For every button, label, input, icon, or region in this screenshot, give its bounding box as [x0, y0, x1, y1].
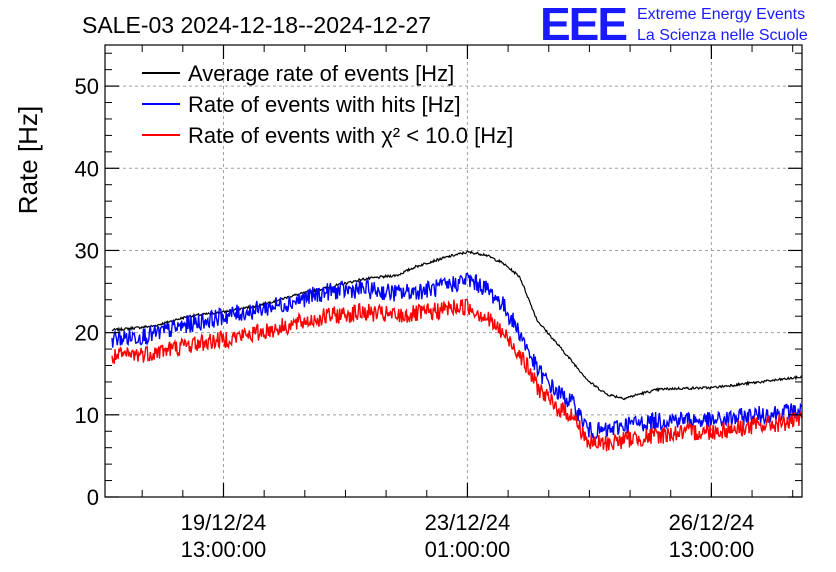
series-line-3: [111, 298, 803, 452]
x-tick-time: 01:00:00: [425, 537, 511, 562]
y-tick-label: 0: [87, 485, 99, 510]
legend: Average rate of events [Hz] Rate of event…: [142, 61, 513, 148]
legend-label: Rate of events with χ² < 10.0 [Hz]: [188, 123, 513, 148]
y-tick-label: 10: [75, 403, 99, 428]
series-layer: [111, 250, 803, 452]
logo-mark: EEE: [540, 0, 626, 50]
y-axis-label: Rate [Hz]: [13, 106, 43, 214]
y-tick-label: 30: [75, 238, 99, 263]
chart-title: SALE-03 2024-12-18--2024-12-27: [82, 12, 431, 38]
plot-frame: [104, 44, 803, 498]
eee-logo: EEE Extreme Energy Events La Scienza nel…: [540, 0, 808, 50]
x-tick-time: 13:00:00: [669, 537, 755, 562]
logo-line-2: La Scienza nelle Scuole: [637, 27, 808, 44]
series-line-2: [111, 272, 803, 442]
legend-label: Average rate of events [Hz]: [188, 61, 454, 86]
series-line-1: [111, 250, 803, 401]
x-tick-date: 23/12/24: [425, 510, 511, 535]
axis-layer: 0102030405019/12/2413:00:0023/12/2401:00…: [75, 45, 802, 562]
y-tick-label: 40: [75, 156, 99, 181]
x-tick-time: 13:00:00: [181, 537, 267, 562]
y-tick-label: 50: [75, 74, 99, 99]
logo-line-1: Extreme Energy Events: [637, 6, 805, 23]
x-tick-date: 26/12/24: [669, 510, 755, 535]
legend-label: Rate of events with hits [Hz]: [188, 92, 461, 117]
x-tick-date: 19/12/24: [181, 510, 267, 535]
y-tick-label: 20: [75, 321, 99, 346]
